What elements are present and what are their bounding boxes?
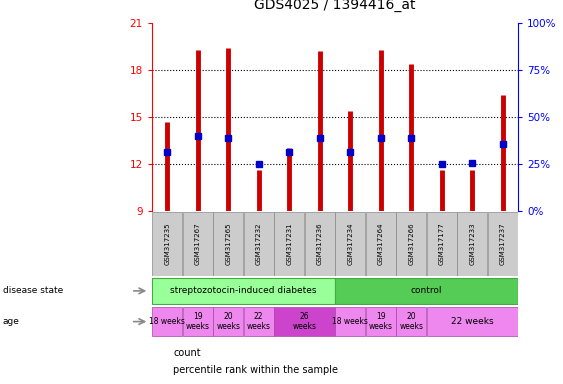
Text: GSM317233: GSM317233 [469,222,475,265]
Text: GSM317232: GSM317232 [256,223,262,265]
Text: GSM317231: GSM317231 [286,222,292,265]
Text: disease state: disease state [3,286,63,295]
Bar [457,212,487,276]
Text: 22
weeks: 22 weeks [247,312,271,331]
Bar [153,307,182,336]
Text: percentile rank within the sample: percentile rank within the sample [173,364,338,375]
Text: GSM317237: GSM317237 [500,222,506,265]
Bar [336,307,365,336]
Bar [336,212,365,276]
Bar [274,212,304,276]
Bar [213,212,243,276]
Text: GDS4025 / 1394416_at: GDS4025 / 1394416_at [254,0,415,12]
Text: GSM317265: GSM317265 [225,223,231,265]
Bar [396,307,426,336]
Text: 22 weeks: 22 weeks [451,317,494,326]
Bar [244,307,274,336]
Text: GSM317267: GSM317267 [195,222,201,265]
Text: control: control [411,286,442,295]
Bar [183,307,213,336]
Text: GSM317236: GSM317236 [317,222,323,265]
Text: 20
weeks: 20 weeks [399,312,423,331]
Text: streptozotocin-induced diabetes: streptozotocin-induced diabetes [170,286,317,295]
Bar [396,212,426,276]
Bar [336,278,517,304]
Text: GSM317264: GSM317264 [378,223,384,265]
Bar [213,307,243,336]
Bar [427,212,457,276]
Text: 19
weeks: 19 weeks [186,312,210,331]
Bar [153,212,182,276]
Bar [183,212,213,276]
Bar [153,278,334,304]
Text: GSM317177: GSM317177 [439,222,445,265]
Bar [488,212,517,276]
Text: count: count [173,348,201,358]
Text: 18 weeks: 18 weeks [149,317,185,326]
Text: GSM317234: GSM317234 [347,223,353,265]
Text: 20
weeks: 20 weeks [216,312,240,331]
Bar [366,307,396,336]
Text: GSM317266: GSM317266 [408,222,414,265]
Bar [244,212,274,276]
Bar [274,307,334,336]
Bar [366,212,396,276]
Bar [305,212,334,276]
Bar [427,307,517,336]
Text: GSM317235: GSM317235 [164,223,170,265]
Text: 18 weeks: 18 weeks [332,317,368,326]
Text: 19
weeks: 19 weeks [369,312,393,331]
Text: 26
weeks: 26 weeks [293,312,316,331]
Text: age: age [3,317,20,326]
